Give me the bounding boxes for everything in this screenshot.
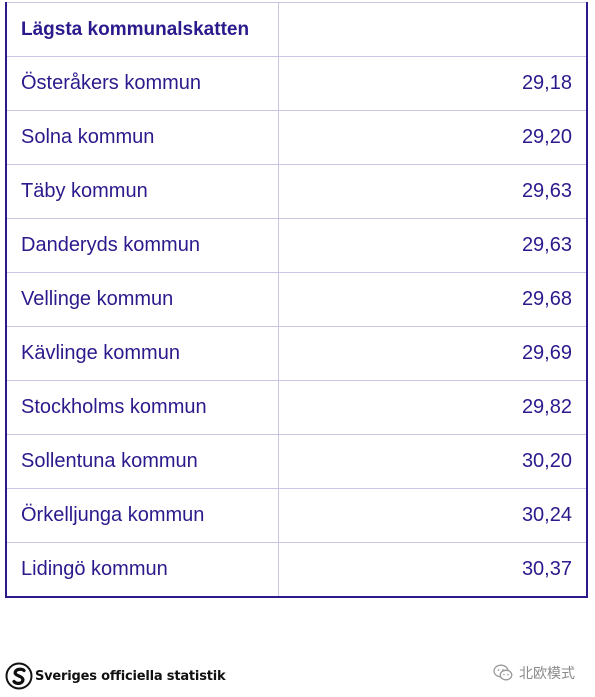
municipal-tax-table: Lägsta kommunalskatten Österåkers kommun… [5,2,588,598]
tax-rate: 29,63 [278,164,588,219]
source-logo-text: Sveriges officiella statistik [35,668,226,684]
tax-rate: 29,20 [278,110,588,165]
table-row: Vellinge kommun 29,68 [5,272,588,327]
table-row: Sollentuna kommun 30,20 [5,434,588,489]
tax-rate: 29,18 [278,56,588,111]
scb-logo-icon [5,662,33,690]
table-header-title: Lägsta kommunalskatten [5,2,279,57]
tax-rate: 30,24 [278,488,588,543]
municipality-name: Kävlinge kommun [5,326,279,381]
municipality-name: Solna kommun [5,110,279,165]
municipality-name: Sollentuna kommun [5,434,279,489]
table-row: Österåkers kommun 29,18 [5,56,588,111]
tax-rate: 29,63 [278,218,588,273]
tax-rate: 29,69 [278,326,588,381]
municipality-name: Täby kommun [5,164,279,219]
footer: Sveriges officiella statistik 北欧模式 [0,655,595,697]
municipality-name: Lidingö kommun [5,542,279,598]
table-row: Täby kommun 29,63 [5,164,588,219]
municipality-name: Örkelljunga kommun [5,488,279,543]
table-row: Örkelljunga kommun 30,24 [5,488,588,543]
table-row: Lidingö kommun 30,37 [5,542,588,598]
tax-rate: 29,68 [278,272,588,327]
municipality-name: Österåkers kommun [5,56,279,111]
tax-rate: 30,37 [278,542,588,598]
table-row: Stockholms kommun 29,82 [5,380,588,435]
watermark-text: 北欧模式 [519,665,575,681]
table-header-value [278,2,588,57]
watermark: 北欧模式 [493,663,575,683]
wechat-icon [493,664,513,681]
tax-rate: 30,20 [278,434,588,489]
municipality-name: Danderyds kommun [5,218,279,273]
tax-rate: 29,82 [278,380,588,435]
municipality-name: Stockholms kommun [5,380,279,435]
table-row: Solna kommun 29,20 [5,110,588,165]
table-row: Kävlinge kommun 29,69 [5,326,588,381]
table-header-row: Lägsta kommunalskatten [5,2,588,57]
table-row: Danderyds kommun 29,63 [5,218,588,273]
source-logo: Sveriges officiella statistik [5,662,226,690]
municipality-name: Vellinge kommun [5,272,279,327]
